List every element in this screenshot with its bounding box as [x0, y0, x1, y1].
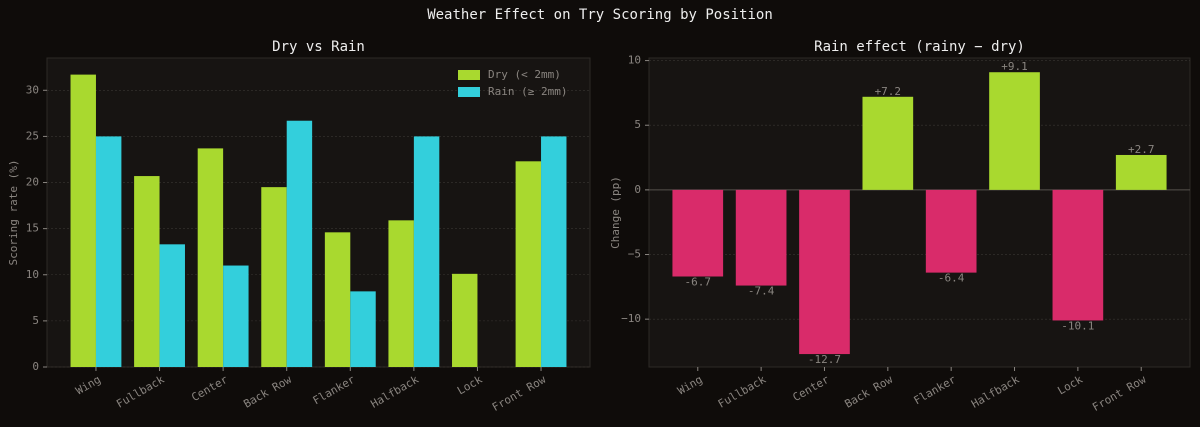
data-label: +2.7 — [1128, 143, 1155, 156]
data-label: -6.7 — [685, 275, 712, 288]
bar — [799, 189, 850, 355]
bar — [989, 72, 1040, 190]
y-tick-label: 10 — [26, 268, 39, 281]
bar — [862, 96, 914, 190]
bar — [515, 161, 542, 367]
bar — [350, 291, 376, 367]
chart-title: Dry vs Rain — [272, 39, 365, 55]
y-tick-label: 25 — [26, 129, 39, 142]
legend-swatch — [458, 70, 480, 80]
bar — [413, 136, 440, 367]
legend-label: Dry (< 2mm) — [488, 68, 561, 81]
y-axis-label: Change (pp) — [609, 176, 622, 249]
bar — [286, 120, 313, 368]
bar — [735, 189, 787, 286]
y-tick-label: 0 — [634, 183, 641, 196]
bar — [223, 265, 249, 367]
bar — [70, 74, 96, 368]
data-label: -12.7 — [808, 353, 841, 366]
legend-swatch — [458, 87, 480, 97]
y-tick-label: 0 — [32, 360, 39, 373]
bar — [672, 189, 724, 277]
bar — [159, 244, 185, 367]
bar — [95, 136, 122, 367]
bar — [1115, 154, 1167, 190]
bar — [925, 189, 977, 273]
figure-title: Weather Effect on Try Scoring by Positio… — [427, 7, 773, 23]
data-label: +7.2 — [875, 85, 902, 98]
data-label: -10.1 — [1061, 319, 1094, 332]
legend-label: Rain (≥ 2mm) — [488, 85, 567, 98]
data-label: -6.4 — [938, 272, 965, 285]
y-tick-label: 20 — [26, 176, 39, 189]
y-tick-label: 5 — [634, 118, 641, 131]
bar — [388, 220, 414, 367]
bar — [541, 136, 567, 367]
bar — [134, 176, 160, 367]
plot-area — [648, 57, 1191, 368]
y-tick-label: 10 — [628, 54, 641, 67]
chart-title: Rain effect (rainy − dry) — [814, 39, 1025, 55]
y-tick-label: −5 — [628, 248, 641, 261]
data-label: +9.1 — [1001, 60, 1028, 73]
bar — [324, 232, 351, 367]
y-tick-label: −10 — [621, 312, 641, 325]
y-tick-label: 5 — [32, 314, 39, 327]
bar — [261, 187, 287, 367]
data-label: -7.4 — [748, 285, 775, 298]
bar — [197, 148, 224, 367]
y-tick-label: 30 — [26, 83, 39, 96]
y-tick-label: 15 — [26, 222, 39, 235]
bar — [1052, 189, 1104, 321]
bar — [452, 273, 478, 367]
y-axis-label: Scoring rate (%) — [7, 160, 20, 266]
